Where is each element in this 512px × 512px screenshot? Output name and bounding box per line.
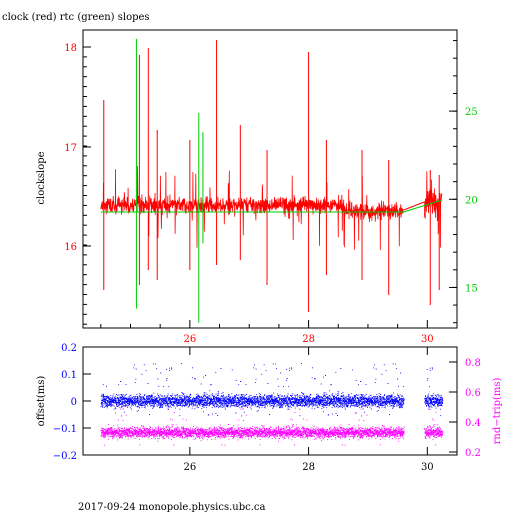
clock-series (100, 40, 443, 312)
clock-gap-bridge (403, 201, 425, 211)
bottom-right-tick-label: 0.8 (465, 358, 481, 369)
bottom-right-tick-label: 0.4 (465, 418, 481, 429)
top-x-tick-label: 28 (302, 334, 315, 345)
top-axes: 26 28 30 16 17 18 15 20 25 (64, 40, 478, 345)
bottom-left-tick-label: −0.2 (53, 451, 77, 462)
bottom-x-tick-label: 30 (421, 462, 434, 473)
chart-title: clock (red) rtc (green) slopes (2, 12, 150, 23)
clock-line (100, 165, 404, 251)
bottom-right-tick-label: 0.6 (465, 388, 481, 399)
top-panel: 26 28 30 16 17 18 15 20 25 clockslope (36, 29, 478, 345)
top-x-tick-label: 30 (421, 334, 434, 345)
bottom-panel: 26 28 30 −0.2 −0.1 0 0.1 0.2 0.2 0.4 0.6 0.8 offset… (36, 343, 503, 473)
top-right-tick-label: 25 (465, 107, 478, 118)
bottom-axes: 26 28 30 −0.2 −0.1 0 0.1 0.2 0.2 0.4 0.6 0.8 (53, 343, 481, 473)
top-left-tick-label: 16 (64, 242, 77, 253)
bottom-left-tick-label: 0.1 (61, 370, 77, 381)
bottom-x-tick-label: 28 (302, 462, 315, 473)
top-y-axis-label: clockslope (36, 151, 47, 204)
top-plot-frame (82, 29, 458, 329)
bottom-left-tick-label: −0.1 (53, 424, 77, 435)
rtc-series (100, 38, 443, 323)
top-left-tick-label: 17 (64, 143, 77, 154)
footer-text: 2017-09-24 monopole.physics.ubc.ca (78, 502, 265, 512)
top-right-tick-label: 15 (465, 283, 478, 294)
rtc-line-end (403, 199, 443, 213)
top-x-tick-label: 26 (183, 334, 196, 345)
offset-points (100, 363, 444, 417)
offset-rndtrip-points (100, 363, 444, 446)
bottom-x-tick-label: 26 (183, 462, 196, 473)
bottom-left-y-axis-label: offset(ms) (36, 376, 47, 427)
top-right-tick-label: 20 (465, 195, 478, 206)
rnd-trip-points (100, 400, 444, 446)
bottom-left-tick-label: 0.2 (61, 343, 77, 354)
top-left-tick-label: 18 (64, 43, 77, 54)
bottom-right-y-axis-label: rnd−trip(ms) (492, 377, 503, 444)
bottom-right-tick-label: 0.2 (465, 448, 481, 459)
bottom-left-tick-label: 0 (71, 397, 77, 408)
